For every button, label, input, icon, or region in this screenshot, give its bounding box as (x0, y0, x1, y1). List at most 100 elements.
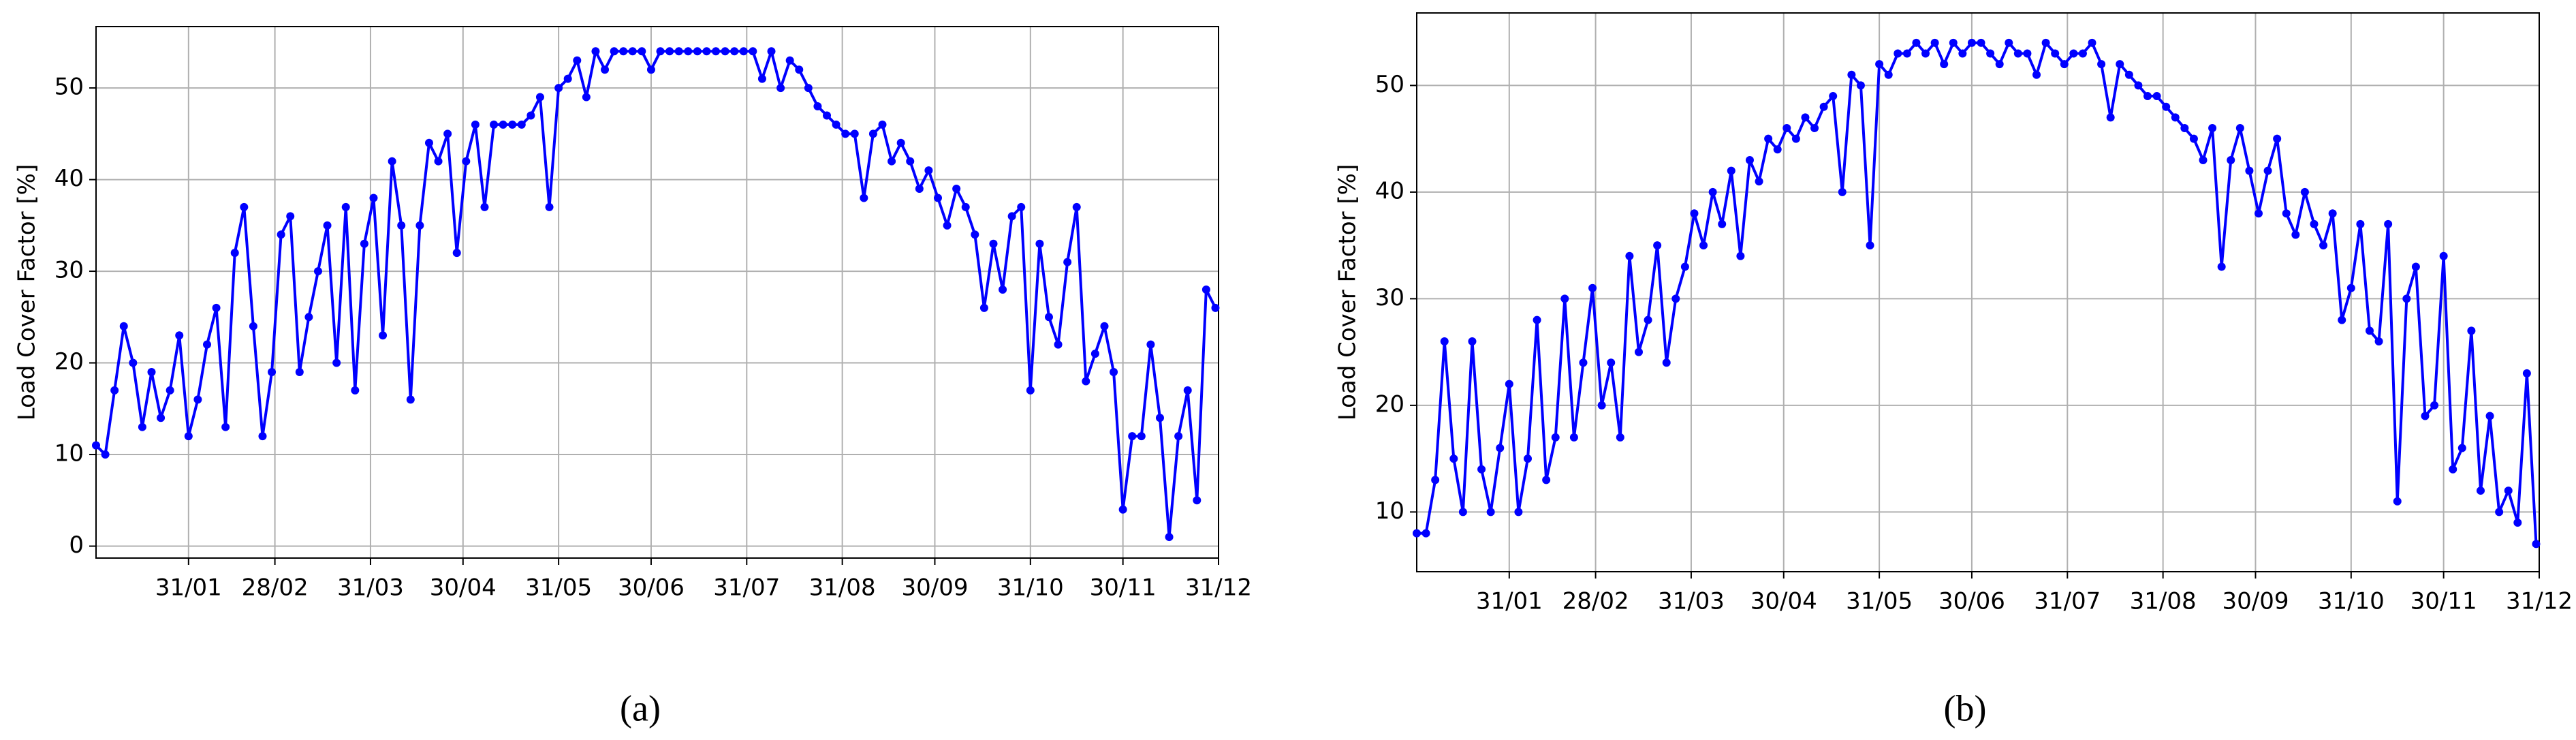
data-point (379, 331, 388, 340)
data-point (277, 230, 285, 239)
x-tick-label: 31/12 (2506, 588, 2573, 615)
data-point (961, 202, 970, 211)
data-point (1174, 432, 1183, 441)
data-point (1193, 496, 1201, 505)
data-point (1072, 202, 1081, 211)
data-point (1128, 432, 1137, 441)
data-point (767, 47, 776, 56)
x-tick-label: 30/09 (2222, 588, 2289, 615)
x-tick-label: 31/01 (155, 574, 222, 602)
data-point (1477, 465, 1486, 474)
data-point (2393, 497, 2402, 506)
data-point (2235, 124, 2244, 133)
data-point (2273, 134, 2282, 143)
data-point (1662, 358, 1671, 367)
data-point (268, 368, 277, 376)
data-point (2152, 92, 2161, 101)
data-point (2402, 294, 2411, 303)
data-point (1201, 285, 1210, 294)
data-point (2069, 49, 2078, 58)
data-point (2485, 412, 2494, 420)
data-point (2328, 209, 2337, 218)
plot-frame (1416, 12, 2540, 572)
data-point (351, 386, 360, 395)
data-point (573, 56, 582, 65)
data-point (943, 221, 952, 230)
data-point (1007, 212, 1016, 221)
data-point (249, 322, 257, 330)
data-point (2143, 92, 2152, 101)
data-point (841, 129, 850, 138)
data-point (1413, 529, 1421, 538)
data-point (1607, 358, 1616, 367)
x-tick-label: 31/12 (1185, 574, 1252, 602)
y-tick-label: 50 (54, 74, 84, 101)
data-point (230, 249, 239, 258)
data-point (129, 358, 138, 367)
data-point (554, 84, 563, 93)
data-point (332, 358, 341, 367)
x-tick-label: 31/08 (809, 574, 876, 602)
data-point (924, 166, 933, 175)
data-point (1533, 315, 1541, 324)
data-point (184, 432, 193, 441)
data-point (258, 432, 267, 441)
data-line (1417, 41, 2538, 544)
data-point (424, 138, 433, 147)
data-point (2522, 369, 2531, 377)
data-point (601, 65, 610, 74)
data-point (860, 194, 868, 202)
data-point (1875, 60, 1884, 69)
data-point (721, 47, 729, 56)
data-point (1690, 209, 1699, 218)
data-point (776, 84, 785, 93)
data-point (434, 157, 443, 166)
data-point (471, 120, 480, 129)
data-point (952, 185, 961, 194)
data-point (813, 102, 822, 110)
data-point (240, 202, 249, 211)
data-point (2467, 326, 2476, 335)
data-point (1026, 386, 1035, 395)
data-point (508, 120, 517, 129)
data-point (2319, 241, 2328, 250)
y-tick-label: 20 (1375, 390, 1404, 418)
data-point (1625, 251, 1634, 260)
data-point (2051, 49, 2060, 58)
data-point (878, 120, 887, 129)
caption: (a) (620, 688, 661, 728)
data-point (1514, 508, 1523, 517)
data-point (1782, 124, 1791, 133)
data-point (739, 47, 748, 56)
data-point (915, 185, 924, 194)
data-point (1856, 81, 1865, 90)
data-point (313, 267, 322, 276)
data-point (1671, 294, 1680, 303)
data-point (1810, 124, 1819, 133)
data-point (1505, 380, 1513, 388)
data-point (2310, 219, 2319, 228)
x-tick-label: 28/02 (242, 574, 309, 602)
x-tick-label: 30/11 (2410, 588, 2477, 615)
data-point (2032, 70, 2041, 79)
data-point (2291, 230, 2300, 239)
data-point (193, 395, 202, 404)
data-point (1699, 241, 1708, 250)
data-point (896, 138, 905, 147)
data-point (1496, 444, 1505, 452)
data-point (582, 93, 591, 102)
data-point (1486, 508, 1495, 517)
data-point (1829, 92, 1838, 101)
data-point (1884, 70, 1893, 79)
data-point (1773, 145, 1782, 154)
data-point (1736, 251, 1745, 260)
data-point (712, 47, 721, 56)
data-point (2060, 60, 2069, 69)
data-point (92, 441, 100, 450)
data-point (304, 313, 313, 322)
data-point (2457, 444, 2466, 452)
data-point (147, 368, 156, 376)
x-tick-label: 31/05 (1846, 588, 1913, 615)
